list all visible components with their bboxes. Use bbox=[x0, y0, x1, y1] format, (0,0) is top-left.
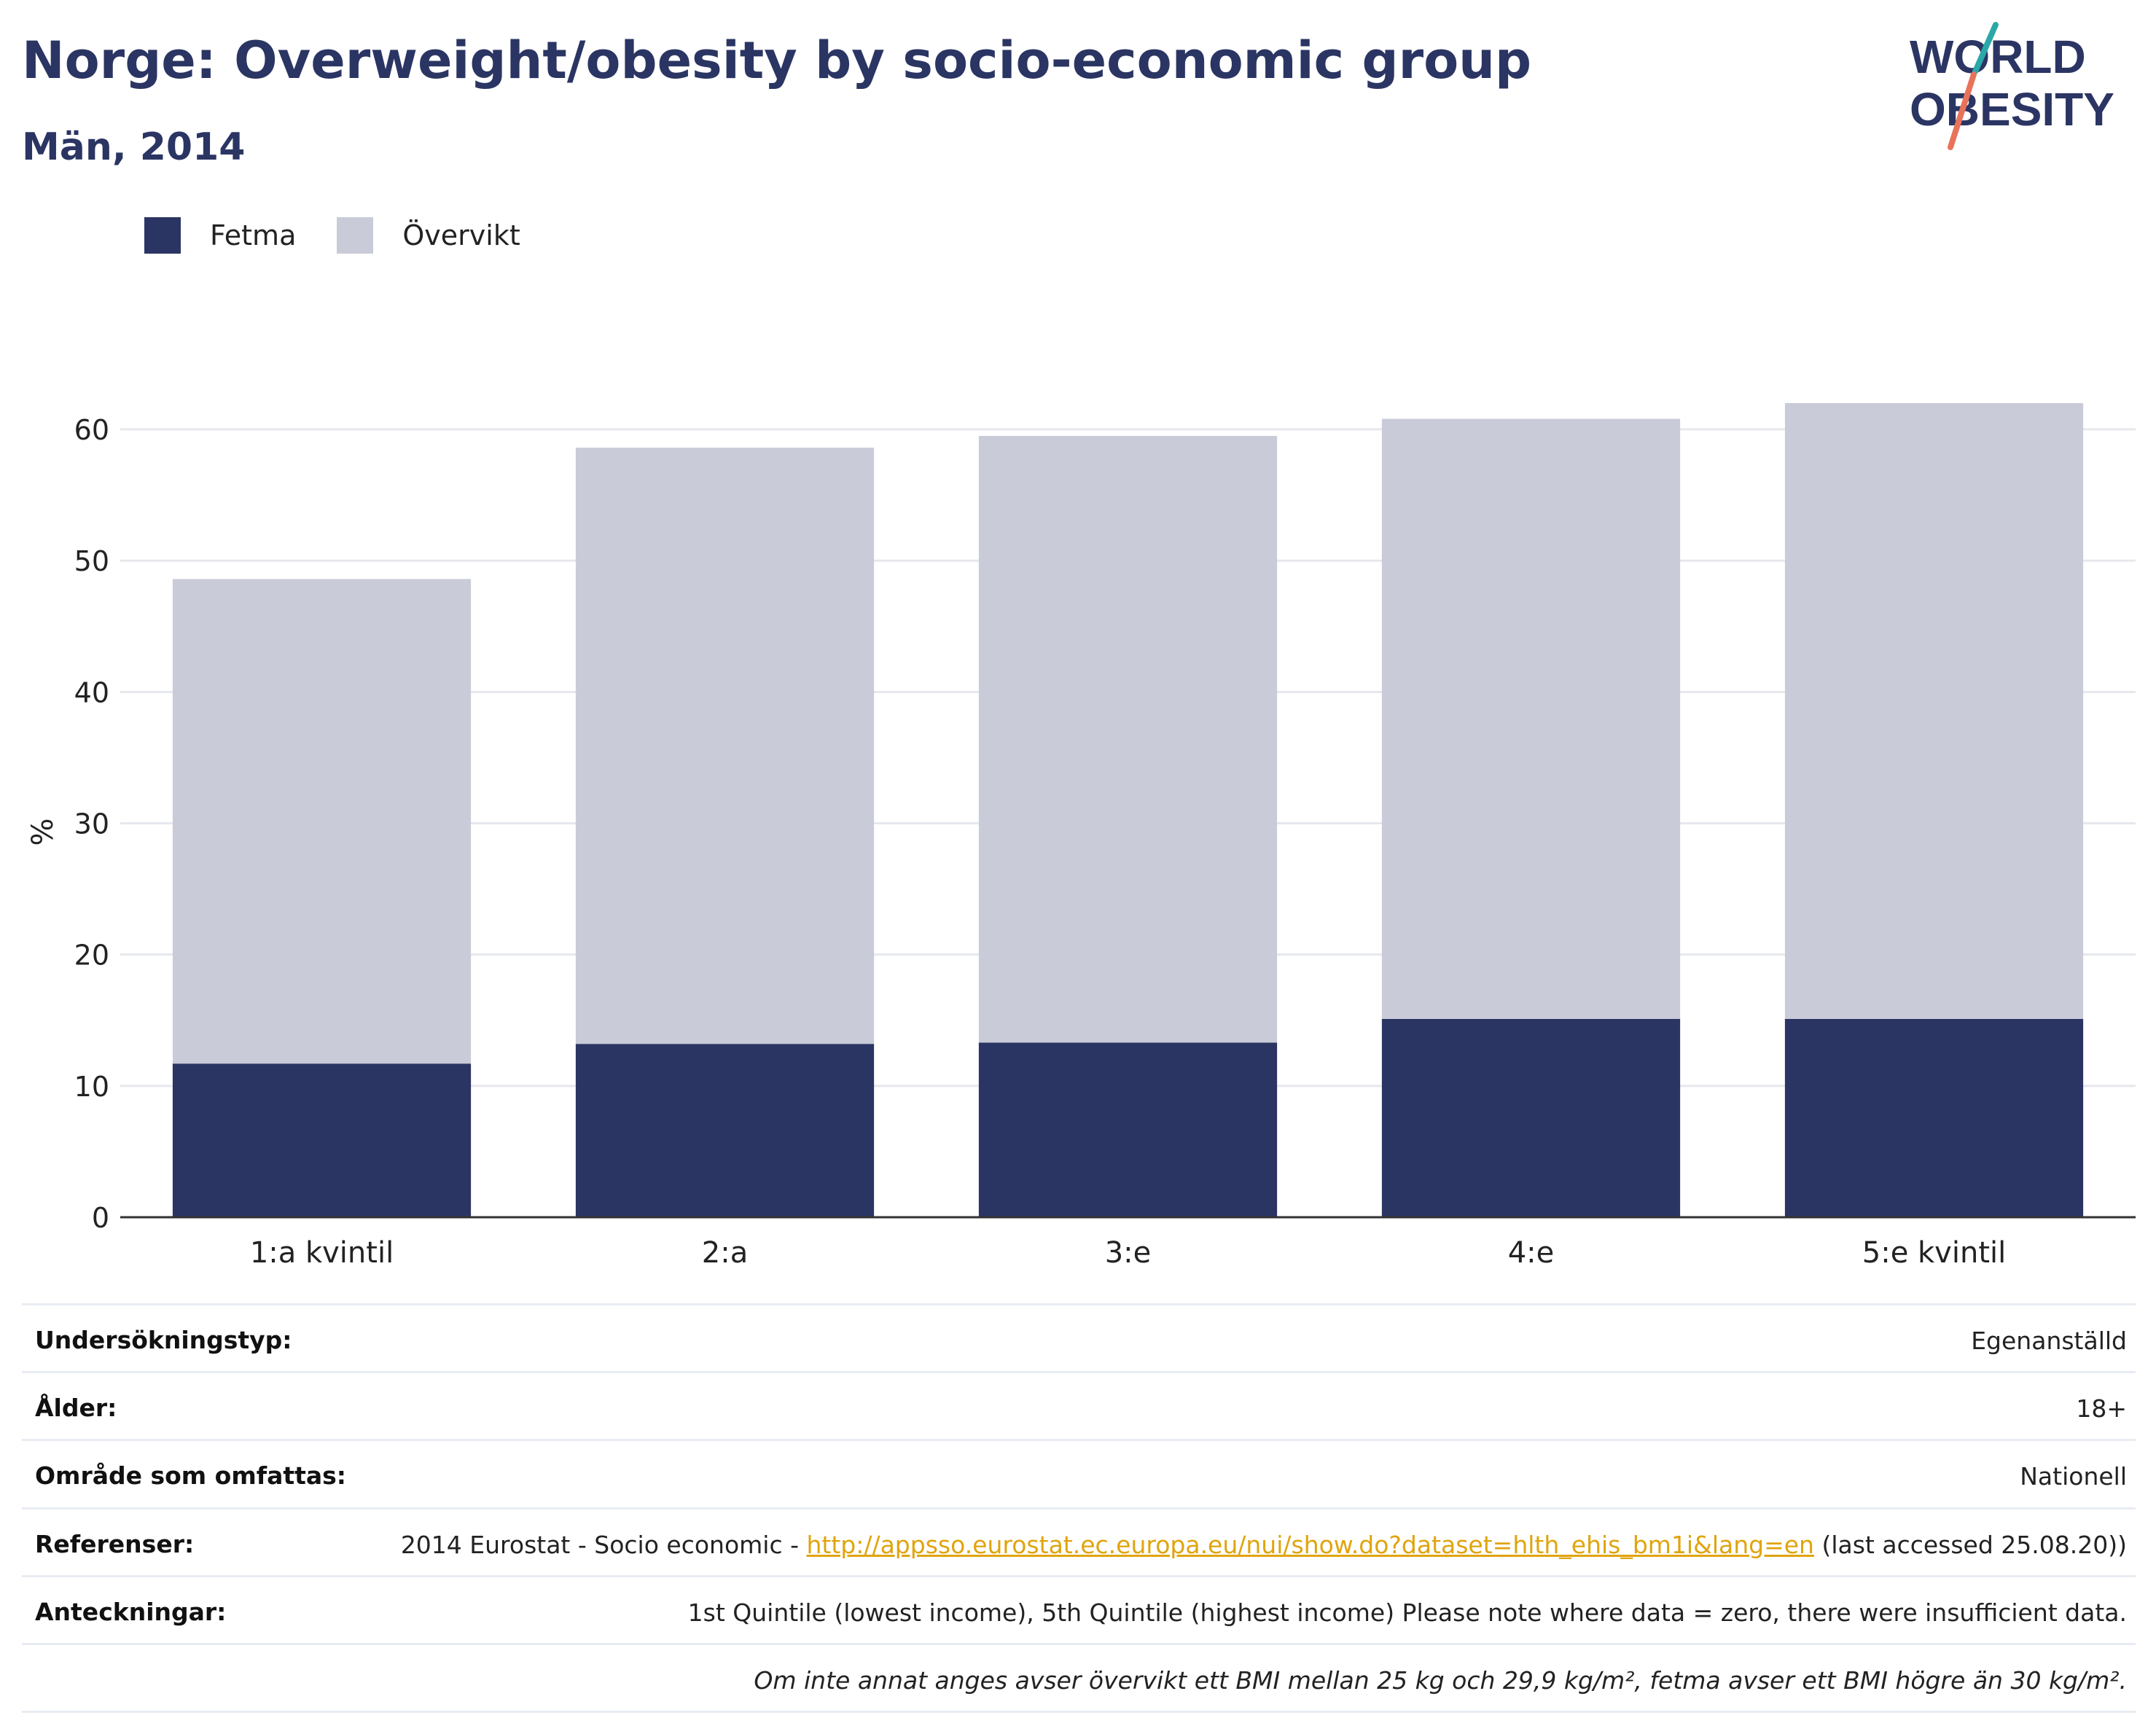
bar-overvikt bbox=[1381, 418, 1681, 1019]
info-label: Anteckningar: bbox=[35, 1597, 227, 1626]
x-tick-label: 2:a bbox=[702, 1236, 748, 1270]
info-row-age: Ålder: 18+ bbox=[22, 1371, 2136, 1439]
y-tick-label: 10 bbox=[74, 1071, 109, 1103]
y-tick-label: 20 bbox=[74, 940, 109, 972]
info-row-references: Referenser: 2014 Eurostat - Socio econom… bbox=[22, 1507, 2136, 1575]
bar-overvikt bbox=[575, 448, 875, 1044]
info-value: Egenanställd bbox=[1971, 1327, 2127, 1355]
info-label: Undersökningstyp: bbox=[35, 1326, 292, 1354]
references-prefix: 2014 Eurostat - Socio economic - bbox=[400, 1530, 807, 1559]
bar-fetma bbox=[172, 1063, 472, 1217]
info-value: 1st Quintile (lowest income), 5th Quinti… bbox=[687, 1598, 2127, 1627]
x-tick-label: 3:e bbox=[1105, 1236, 1152, 1270]
info-row-footnote: Om inte annat anges avser övervikt ett B… bbox=[22, 1643, 2136, 1714]
y-axis-title: % bbox=[26, 818, 60, 845]
legend-swatch-overvikt bbox=[337, 217, 374, 254]
legend-swatch-fetma bbox=[144, 217, 181, 254]
chart-subtitle: Män, 2014 bbox=[22, 125, 246, 169]
x-tick-label: 5:e kvintil bbox=[1862, 1236, 2006, 1270]
y-tick-label: 30 bbox=[74, 808, 109, 840]
chart-title: Norge: Overweight/obesity by socio-econo… bbox=[22, 31, 1532, 90]
bar-overvikt bbox=[172, 579, 472, 1064]
footnote-text: Om inte annat anges avser övervikt ett B… bbox=[754, 1666, 2127, 1695]
info-label: Område som omfattas: bbox=[35, 1461, 347, 1491]
bars bbox=[172, 403, 2084, 1217]
info-row-area: Område som omfattas: Nationell bbox=[22, 1439, 2136, 1507]
logo-slash-bottom bbox=[1948, 71, 1977, 150]
legend-item-fetma[interactable]: Fetma bbox=[144, 217, 296, 254]
info-value: Nationell bbox=[2020, 1462, 2127, 1491]
axes: 0 10 20 30 40 50 60% 1:a kvintil 2:a 3:e 4:e 5:e kv… bbox=[26, 414, 2136, 1270]
info-label: Referenser: bbox=[35, 1529, 195, 1558]
x-tick-label: 4:e bbox=[1508, 1236, 1555, 1270]
stacked-bar-chart: 0 10 20 30 40 50 60% 1:a kvintil 2:a 3:e 4:e 5:e kv… bbox=[26, 403, 2136, 1270]
info-row-notes: Anteckningar: 1st Quintile (lowest incom… bbox=[22, 1574, 2136, 1643]
y-tick-label: 0 bbox=[92, 1202, 109, 1234]
y-tick-label: 60 bbox=[74, 414, 109, 446]
logo-line2: OBESITY bbox=[1910, 83, 2114, 136]
info-table: Undersökningstyp: Egenanställd Ålder: 18… bbox=[22, 1303, 2136, 1714]
logo-slash-top bbox=[1972, 22, 1999, 74]
bar-fetma bbox=[575, 1044, 875, 1217]
info-label: Ålder: bbox=[35, 1394, 117, 1423]
info-value: 18+ bbox=[2076, 1394, 2127, 1423]
bar-fetma bbox=[1784, 1018, 2084, 1217]
legend-label-overvikt: Övervikt bbox=[402, 219, 520, 251]
references-suffix: (last accessed 25.08.20)) bbox=[1813, 1530, 2127, 1559]
legend-label-fetma: Fetma bbox=[210, 219, 297, 251]
logo-line1: WORLD bbox=[1910, 31, 2086, 83]
bar-fetma bbox=[978, 1042, 1278, 1217]
world-obesity-logo: WORLD OBESITY bbox=[1910, 22, 2114, 150]
y-tick-label: 50 bbox=[74, 545, 109, 577]
x-tick-label: 1:a kvintil bbox=[250, 1236, 394, 1270]
bar-fetma bbox=[1381, 1018, 1681, 1217]
bar-overvikt bbox=[978, 436, 1278, 1043]
references-value: 2014 Eurostat - Socio economic - http://… bbox=[401, 1530, 2127, 1561]
info-row-survey-type: Undersökningstyp: Egenanställd bbox=[22, 1303, 2136, 1371]
y-tick-label: 40 bbox=[74, 676, 109, 708]
legend-item-overvikt[interactable]: Övervikt bbox=[337, 217, 520, 254]
chart-legend: Fetma Övervikt bbox=[144, 217, 561, 254]
references-link[interactable]: http://appsso.eurostat.ec.europa.eu/nui/… bbox=[806, 1530, 1814, 1559]
bar-overvikt bbox=[1784, 403, 2084, 1019]
